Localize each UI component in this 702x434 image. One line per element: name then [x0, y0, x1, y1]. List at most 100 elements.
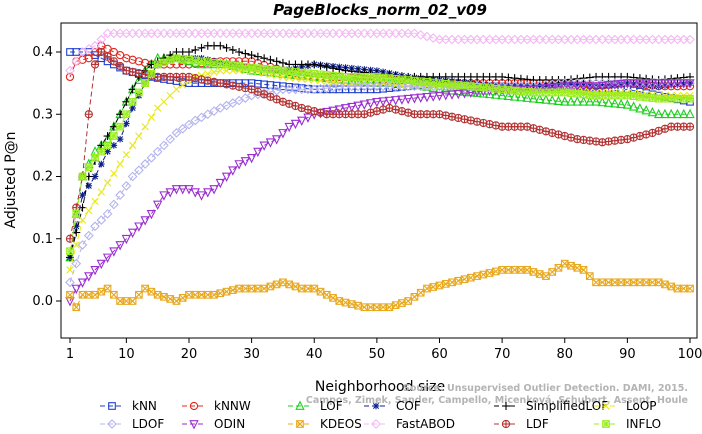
data-point — [185, 55, 193, 64]
data-point — [152, 200, 163, 211]
data-point — [453, 34, 464, 45]
series-inflo — [66, 54, 694, 256]
legend-item: kNN — [100, 399, 157, 413]
data-point — [134, 222, 144, 232]
data-point — [296, 84, 307, 95]
data-point — [667, 94, 676, 103]
data-point — [553, 34, 564, 45]
data-point — [77, 47, 88, 57]
data-point — [285, 73, 293, 82]
data-point — [291, 282, 300, 291]
data-point — [516, 34, 526, 45]
data-point — [209, 185, 219, 195]
data-point — [685, 122, 695, 131]
data-point — [172, 297, 181, 305]
data-point — [203, 58, 212, 66]
data-point — [459, 86, 470, 96]
data-point — [448, 278, 456, 287]
data-point — [448, 80, 456, 89]
data-point — [284, 84, 295, 95]
data-point — [416, 288, 425, 297]
data-point — [435, 110, 444, 119]
data-point — [566, 34, 576, 45]
data-point — [197, 43, 206, 52]
data-point — [329, 64, 338, 73]
data-point — [567, 261, 575, 270]
data-point — [84, 110, 93, 119]
data-point — [592, 91, 600, 100]
series-layer — [65, 28, 695, 312]
data-point — [390, 28, 401, 39]
data-point — [329, 71, 337, 80]
legend-item: LDOF — [100, 417, 164, 431]
x-tick-label: 90 — [619, 347, 636, 362]
data-point — [190, 115, 201, 126]
data-point — [341, 73, 350, 81]
data-point — [610, 98, 620, 108]
data-point — [128, 55, 137, 64]
data-point — [416, 93, 426, 103]
data-point — [197, 57, 206, 66]
data-point — [403, 28, 414, 39]
data-point — [366, 73, 375, 81]
data-point — [246, 28, 257, 39]
data-point — [578, 34, 589, 45]
data-point — [378, 28, 389, 39]
data-point — [616, 79, 626, 90]
data-point — [141, 123, 149, 131]
data-point — [641, 79, 651, 89]
data-point — [466, 116, 475, 125]
series-ldf — [65, 47, 695, 243]
data-point — [591, 78, 601, 89]
data-point — [441, 84, 451, 94]
data-point — [285, 67, 294, 76]
data-point — [660, 79, 670, 89]
data-point — [304, 75, 312, 84]
data-point — [278, 129, 288, 139]
data-point — [271, 135, 282, 145]
data-point — [171, 185, 182, 195]
data-point — [322, 107, 332, 118]
data-point — [591, 34, 601, 45]
data-point — [573, 263, 582, 272]
data-point — [365, 81, 376, 92]
data-point — [135, 132, 143, 140]
data-point — [360, 79, 369, 87]
data-point — [140, 28, 151, 39]
data-point — [166, 91, 174, 100]
data-point — [653, 34, 664, 45]
data-point — [116, 160, 124, 168]
data-point — [597, 34, 608, 45]
data-point — [322, 62, 331, 71]
data-point — [216, 289, 225, 298]
data-point — [566, 133, 576, 142]
data-point — [152, 28, 163, 39]
data-point — [90, 60, 100, 69]
y-tick-label: 0.0 — [32, 294, 53, 309]
data-point — [504, 86, 513, 94]
data-point — [110, 142, 118, 149]
data-point — [98, 160, 105, 168]
data-point — [434, 34, 445, 45]
data-point — [209, 28, 219, 39]
x-tick-label: 20 — [181, 347, 198, 362]
legend: kNN kNNW LOF COF SimplifiedLOF LoOP LDOF ODIN KD… — [100, 399, 661, 431]
data-point — [184, 185, 194, 195]
data-point — [116, 135, 124, 143]
data-point — [673, 74, 682, 83]
data-point — [678, 34, 689, 45]
data-point — [216, 78, 225, 88]
data-point — [366, 303, 375, 312]
data-point — [340, 104, 351, 114]
data-point — [303, 84, 313, 95]
data-point — [672, 34, 683, 45]
data-point — [535, 125, 544, 134]
data-point — [679, 94, 688, 103]
data-point — [472, 117, 482, 126]
y-tick-label: 0.2 — [32, 170, 53, 185]
data-point — [152, 146, 163, 157]
data-point — [109, 57, 118, 66]
data-point — [316, 61, 325, 70]
data-point — [103, 52, 112, 61]
data-point — [279, 66, 287, 75]
